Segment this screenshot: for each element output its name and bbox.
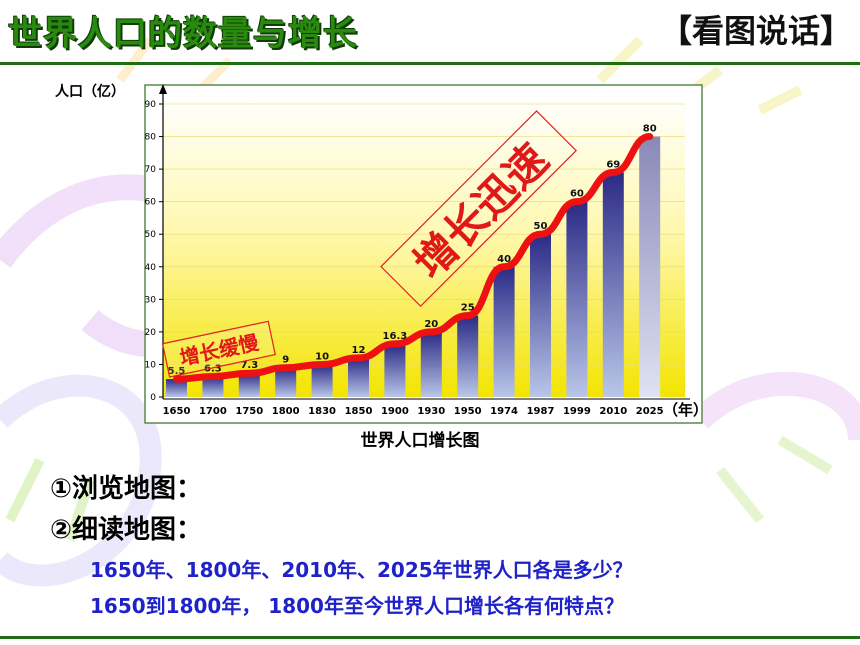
header-divider [0, 62, 860, 65]
question-browse-map: ①浏览地图： [50, 474, 203, 504]
y-tick-label: 0 [150, 393, 156, 403]
x-tick-label: 1750 [235, 406, 263, 417]
x-tick-label: 1930 [417, 406, 445, 417]
bar-1830 [311, 364, 333, 397]
y-tick-label: 60 [145, 198, 157, 208]
chart-title: 世界人口增长图 [361, 430, 480, 451]
x-tick-label: 1950 [454, 406, 482, 417]
x-tick-label: 2025 [636, 406, 664, 417]
x-tick-label: 1830 [308, 406, 336, 417]
bar-value-label: 80 [643, 124, 657, 135]
bar-value-label: 40 [497, 254, 511, 265]
y-tick-label: 90 [145, 100, 157, 110]
bar-2010 [602, 172, 624, 397]
y-tick-label: 80 [145, 133, 157, 143]
bar-1800 [275, 367, 297, 397]
question-population-values: 1650年、1800年、2010年、2025年世界人口各是多少？ [90, 558, 633, 582]
footer-divider [0, 636, 860, 639]
bar-1930 [420, 331, 442, 397]
x-tick-label: 2010 [599, 406, 627, 417]
y-axis-arrow-icon [159, 84, 167, 94]
bar-value-label: 6.3 [204, 363, 222, 374]
bar-value-label: 60 [570, 189, 584, 200]
bar-value-label: 20 [424, 319, 438, 330]
bar-1950 [457, 315, 479, 397]
y-tick-label: 50 [145, 230, 157, 240]
x-tick-label: 1800 [272, 406, 300, 417]
bar-1700 [202, 376, 224, 397]
bar-1974 [493, 266, 515, 397]
y-tick-label: 10 [145, 360, 157, 370]
bar-1999 [566, 201, 588, 397]
y-tick-label: 20 [145, 328, 157, 338]
x-axis-label: （年） [663, 401, 708, 419]
bar-1650 [166, 379, 187, 397]
bar-value-label: 7.3 [240, 360, 258, 371]
bar-value-label: 9 [282, 355, 289, 366]
x-tick-label: 1974 [490, 406, 518, 417]
bar-value-label: 16.3 [383, 331, 408, 342]
bar-value-label: 5.5 [168, 366, 186, 377]
y-tick-label: 40 [145, 263, 157, 273]
bar-1850 [348, 357, 369, 397]
page-title: 世界人口的数量与增长 [8, 14, 358, 54]
x-tick-label: 1987 [527, 406, 555, 417]
y-axis-label: 人口（亿） [55, 83, 125, 100]
x-tick-label: 1700 [199, 406, 227, 417]
title-badge: 【看图说话】 [659, 12, 852, 50]
trend-line [173, 133, 654, 383]
x-tick-label: 1900 [381, 406, 409, 417]
x-tick-label: 1850 [345, 406, 373, 417]
bar-value-label: 25 [461, 303, 475, 314]
bar-value-label: 69 [606, 159, 620, 170]
bar-value-label: 50 [534, 221, 548, 232]
bar-1987 [530, 234, 551, 397]
question-growth-characteristics: 1650到1800年， 1800年至今世界人口增长各有何特点？ [90, 594, 624, 618]
question-read-map: ②细读地图： [50, 515, 203, 545]
y-tick-label: 30 [145, 295, 157, 305]
y-tick-label: 70 [145, 165, 157, 175]
bar-2025 [639, 136, 661, 398]
bar-value-label: 12 [352, 345, 366, 356]
x-tick-label: 1999 [563, 406, 591, 417]
bar-value-label: 10 [315, 351, 329, 362]
bar-1750 [238, 373, 260, 397]
x-tick-label: 1650 [163, 406, 191, 417]
bar-1900 [384, 343, 406, 397]
